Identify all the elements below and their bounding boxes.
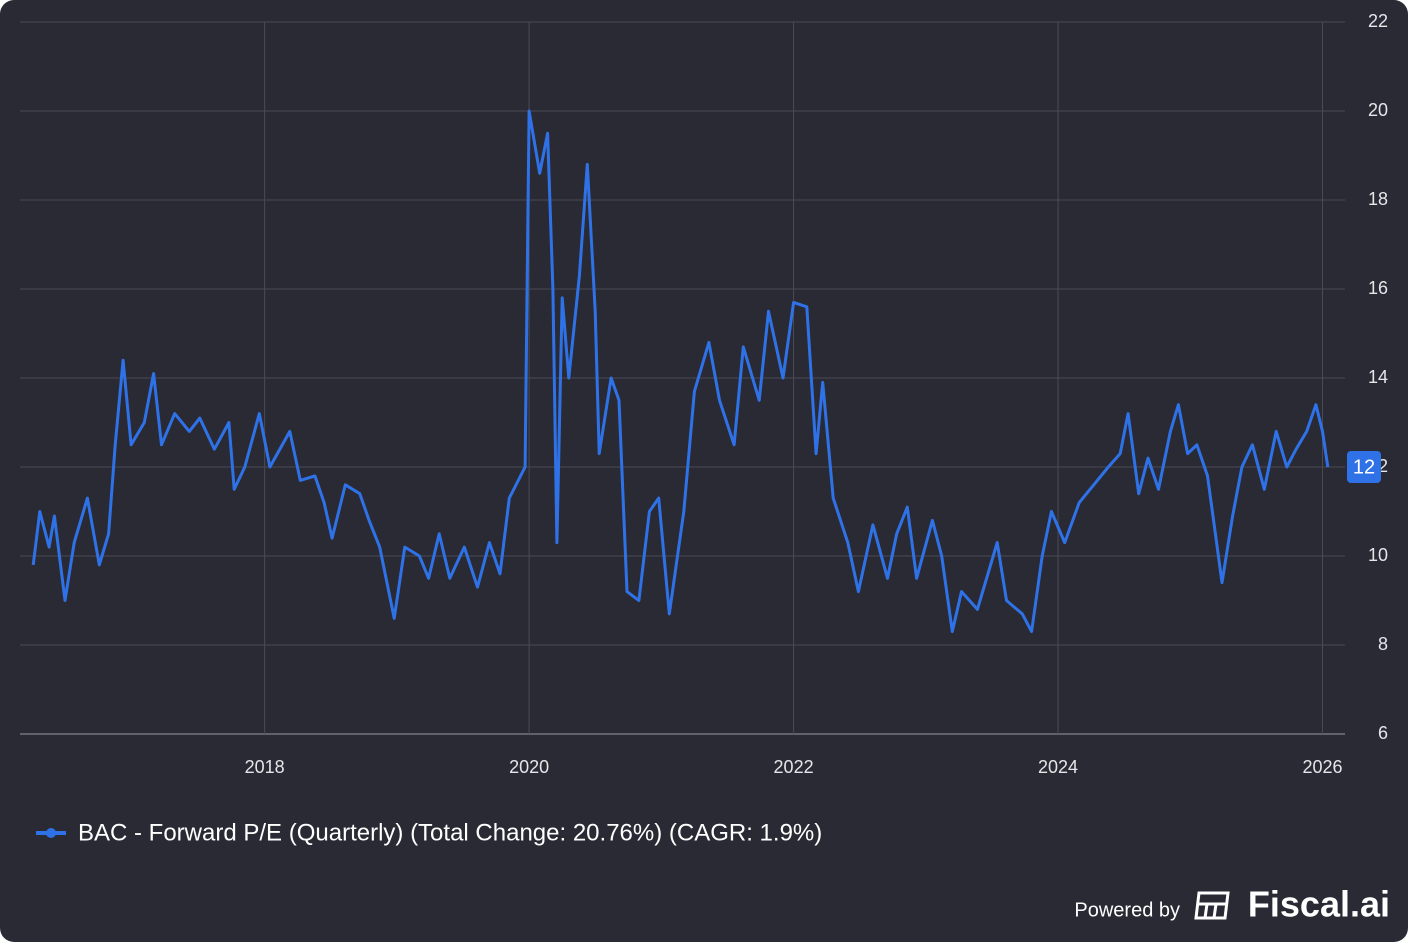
- axis-labels: 68101214161820222018202020222024202612: [245, 11, 1388, 777]
- end-label-box: [1347, 451, 1381, 483]
- y-tick-label: 22: [1368, 11, 1388, 31]
- y-tick-label: 14: [1368, 367, 1388, 387]
- plot: [31, 109, 1330, 634]
- x-tick-label: 2024: [1038, 757, 1078, 777]
- y-tick-label: 10: [1368, 545, 1388, 565]
- y-tick-label: 20: [1368, 100, 1388, 120]
- x-tick-label: 2018: [245, 757, 285, 777]
- y-tick-label: 16: [1368, 278, 1388, 298]
- x-tick-label: 2020: [509, 757, 549, 777]
- end-label: 12: [1353, 456, 1375, 478]
- logo-icon: [1194, 891, 1230, 920]
- y-tick-label: 18: [1368, 189, 1388, 209]
- legend: BAC - Forward P/E (Quarterly) (Total Cha…: [36, 819, 822, 846]
- legend-dot: [46, 828, 56, 838]
- branding: Powered by Fiscal.ai: [1074, 884, 1390, 925]
- y-tick-label: 8: [1378, 634, 1388, 654]
- powered-by: Powered by: [1074, 899, 1180, 921]
- x-tick-label: 2022: [774, 757, 814, 777]
- brand: Fiscal.ai: [1248, 884, 1390, 925]
- x-tick-label: 2026: [1302, 757, 1342, 777]
- line-series: [31, 109, 1330, 634]
- y-tick-label: 6: [1378, 723, 1388, 743]
- legend-label: BAC - Forward P/E (Quarterly) (Total Cha…: [78, 819, 822, 846]
